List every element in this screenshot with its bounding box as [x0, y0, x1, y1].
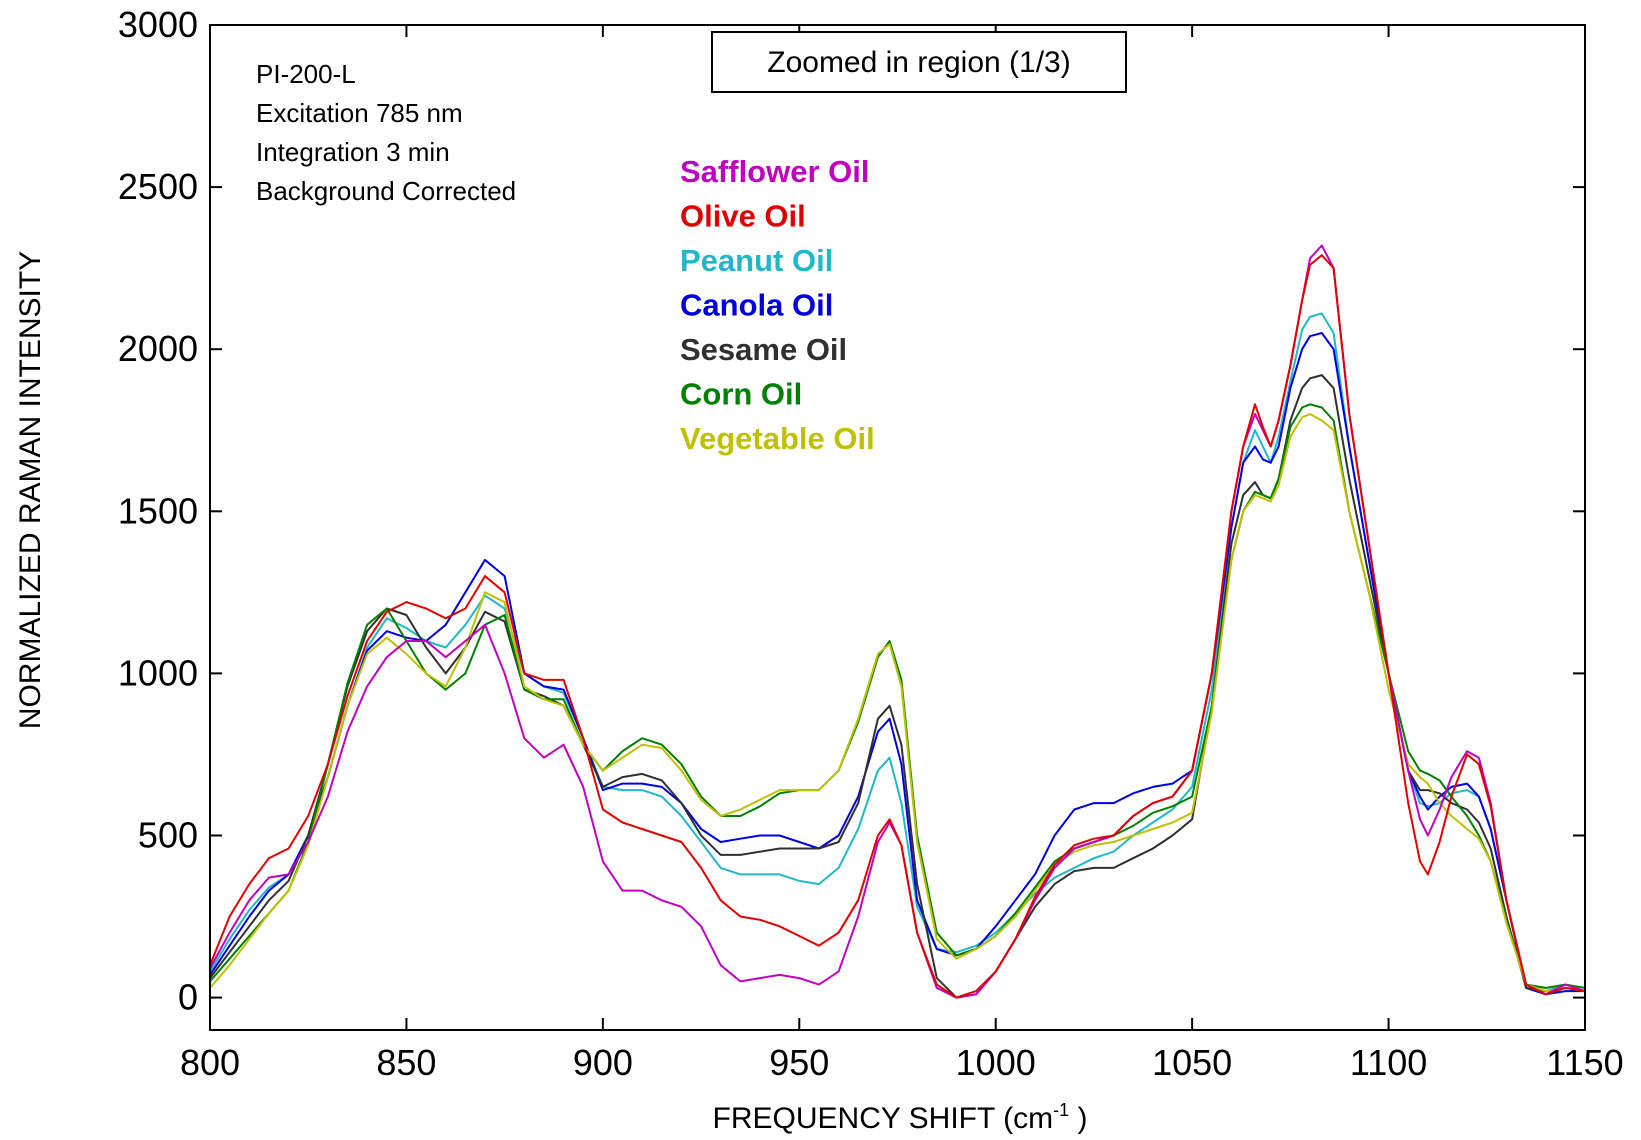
legend-entry-safflower-oil: Safflower Oil	[680, 154, 869, 189]
info-line: Excitation 785 nm	[256, 98, 463, 128]
x-tick-label: 1000	[956, 1042, 1036, 1083]
x-tick-label: 1100	[1350, 1042, 1427, 1083]
x-tick-label: 850	[376, 1042, 436, 1083]
series-line-corn-oil	[209, 403, 1586, 989]
info-line: PI-200-L	[256, 59, 356, 89]
x-axis-label-main: FREQUENCY SHIFT (cm	[713, 1102, 1054, 1135]
x-axis-label: FREQUENCY SHIFT (cm-1 )	[713, 1100, 1088, 1135]
legend-entry-corn-oil: Corn Oil	[680, 377, 802, 412]
annotation-box	[711, 31, 1127, 93]
legend: Safflower Oil Olive Oil Peanut Oil Canola O…	[680, 154, 875, 456]
annotation-box-text: Zoomed in region (1/3)	[767, 46, 1071, 79]
legend-entry-sesame-oil: Sesame Oil	[680, 332, 847, 367]
series-line-vegetable-oil	[209, 413, 1586, 993]
tick-label-layer: 800 850 900 950 1000 1050 1100 1150 0 500 1000 1500…	[118, 4, 1624, 1083]
info-line: Integration 3 min	[256, 137, 450, 167]
y-tick-label: 500	[138, 814, 198, 855]
x-tick-label: 1150	[1546, 1042, 1623, 1083]
y-tick-label: 2500	[118, 166, 198, 207]
y-tick-label: 2000	[118, 328, 198, 369]
y-tick-label: 1500	[118, 490, 198, 531]
x-tick-label: 800	[180, 1042, 240, 1083]
series-line-peanut-oil	[209, 312, 1586, 993]
series-layer	[209, 244, 1586, 999]
info-text: PI-200-L Excitation 785 nm Integration 3…	[256, 59, 516, 206]
x-tick-label: 950	[769, 1042, 829, 1083]
y-tick-label: 3000	[118, 4, 198, 45]
legend-entry-canola-oil: Canola Oil	[680, 288, 833, 323]
y-tick-label: 0	[178, 977, 198, 1018]
x-tick-label: 900	[573, 1042, 633, 1083]
series-line-olive-oil	[209, 254, 1586, 999]
x-axis-label-sup: -1	[1053, 1100, 1069, 1120]
plot-frame	[209, 24, 1586, 1031]
series-line-sesame-oil	[209, 374, 1586, 999]
y-axis-label: NORMALIZED RAMAN INTENSITY	[14, 251, 47, 729]
info-line: Background Corrected	[256, 176, 516, 206]
x-tick-label: 1050	[1152, 1042, 1232, 1083]
legend-entry-peanut-oil: Peanut Oil	[680, 243, 833, 278]
x-axis-label-end: )	[1069, 1102, 1087, 1135]
legend-entry-vegetable-oil: Vegetable Oil	[680, 421, 875, 456]
legend-entry-olive-oil: Olive Oil	[680, 199, 806, 234]
y-tick-label: 1000	[118, 652, 198, 693]
